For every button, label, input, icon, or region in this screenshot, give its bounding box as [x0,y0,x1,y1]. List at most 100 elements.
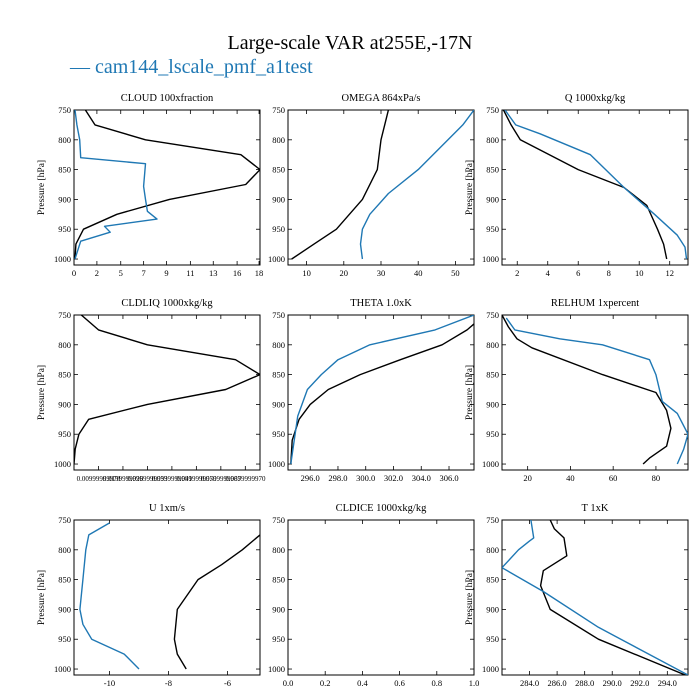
series-line-reference [291,110,390,260]
x-tick-label: 0.0499999970 [176,475,217,483]
x-tick-label: 292.0 [630,678,649,688]
x-tick-label: 296.0 [301,473,320,483]
y-tick-label: 850 [272,575,285,585]
y-tick-label: 800 [272,340,285,350]
chart-title: CLOUD 100xfraction [121,93,214,104]
y-tick-label: 900 [272,399,285,409]
y-tick-label: 950 [486,634,499,644]
y-tick-label: 950 [58,634,71,644]
chart-panel: THETA 1.0xK 750 800 850 900 950 1000 296.0 298.0… [268,298,475,483]
x-tick-label: 0.4 [357,678,368,688]
x-tick-label: 0.8 [431,678,442,688]
y-tick-label: 750 [486,515,499,525]
x-tick-label: 11 [186,268,194,278]
plot-frame [501,109,689,266]
series-line-reference [74,110,260,260]
series-line-reference [539,520,686,675]
x-tick-label: 12 [665,268,674,278]
y-tick-label: 900 [58,194,71,204]
x-tick-label: 7 [142,268,146,278]
y-tick-label: 750 [486,310,499,320]
y-tick-label: 850 [58,370,71,380]
y-tick-label: 850 [486,575,499,585]
x-tick-label: 0.2 [320,678,331,688]
y-tick-label: 1000 [482,254,499,264]
x-tick-label: -8 [165,678,172,688]
plot-frame [501,314,689,471]
y-tick-label: 800 [272,545,285,555]
chart-panel: Q 1000xkg/kg Pressure [hPa] 750 800 850 900 95… [465,93,689,278]
y-tick-label: 800 [58,545,71,555]
y-tick-label: 1000 [268,254,285,264]
y-tick-label: 850 [58,165,71,175]
y-tick-label: 900 [486,399,499,409]
y-tick-label: 750 [272,105,285,115]
x-tick-label: 1.0 [469,678,480,688]
series-line-cam144 [290,315,474,465]
y-tick-label: 850 [58,575,71,585]
x-tick-label: 0.0299999993 [127,475,168,483]
plot-frame [287,519,475,676]
y-tick-label: 750 [58,515,71,525]
plot-frame [73,314,261,471]
y-tick-label: 950 [58,224,71,234]
x-tick-label: 40 [414,268,423,278]
x-tick-label: 16 [233,268,242,278]
y-tick-label: 1000 [54,254,71,264]
y-tick-label: 1000 [482,459,499,469]
x-tick-label: 4 [546,268,551,278]
x-tick-label: 284.0 [520,678,539,688]
y-tick-label: 850 [486,165,499,175]
x-tick-label: 40 [566,473,575,483]
chart-title: CLDLIQ 1000xkg/kg [121,298,213,309]
x-tick-label: 10 [635,268,644,278]
series-line-reference [502,315,672,465]
chart-title: Q 1000xkg/kg [565,93,626,104]
y-tick-label: 900 [58,399,71,409]
x-tick-label: 60 [609,473,618,483]
x-tick-label: 288.0 [575,678,594,688]
x-tick-label: 304.0 [412,473,431,483]
y-tick-label: 950 [272,224,285,234]
y-tick-label: 800 [58,340,71,350]
x-tick-label: 20 [340,268,349,278]
legend-swatch: — [70,56,90,78]
x-tick-label: 286.0 [548,678,567,688]
y-tick-label: 800 [486,545,499,555]
y-tick-label: 1000 [54,459,71,469]
x-tick-label: 30 [377,268,386,278]
chart-panel: U 1xm/s Pressure [hPa] 750 800 850 900 950 1000… [37,503,261,688]
legend-label: cam144_lscale_pmf_a1test [95,56,313,78]
x-tick-label: 294.0 [658,678,677,688]
y-tick-label: 750 [272,515,285,525]
y-tick-label: 850 [272,165,285,175]
y-axis-label: Pressure [hPa] [37,570,47,625]
y-axis-label: Pressure [hPa] [37,160,47,215]
y-tick-label: 950 [486,429,499,439]
y-tick-label: 900 [58,604,71,614]
chart-panel: T 1xK Pressure [hPa] 750 800 850 900 950 1000 28… [465,503,689,688]
y-tick-label: 850 [272,370,285,380]
x-tick-label: 80 [652,473,661,483]
y-tick-label: 900 [272,604,285,614]
x-tick-label: -10 [104,678,115,688]
y-tick-label: 900 [486,604,499,614]
y-tick-label: 850 [486,370,499,380]
y-tick-label: 800 [272,135,285,145]
plot-frame [287,314,475,471]
x-tick-label: 13 [209,268,218,278]
y-axis-label: Pressure [hPa] [465,570,475,625]
x-tick-label: 0.0699999970 [225,475,266,483]
y-axis-label: Pressure [hPa] [465,160,475,215]
chart-title: T 1xK [582,503,609,514]
x-tick-label: 20 [523,473,532,483]
y-tick-label: 800 [486,135,499,145]
y-tick-label: 1000 [268,459,285,469]
y-tick-label: 800 [58,135,71,145]
x-tick-label: 0.0199999996 [103,475,144,483]
x-tick-label: 50 [451,268,460,278]
chart-title: U 1xm/s [149,503,185,514]
chart-panel: OMEGA 864xPa/s 750 800 850 900 950 1000 10 20 30 4… [268,93,475,278]
